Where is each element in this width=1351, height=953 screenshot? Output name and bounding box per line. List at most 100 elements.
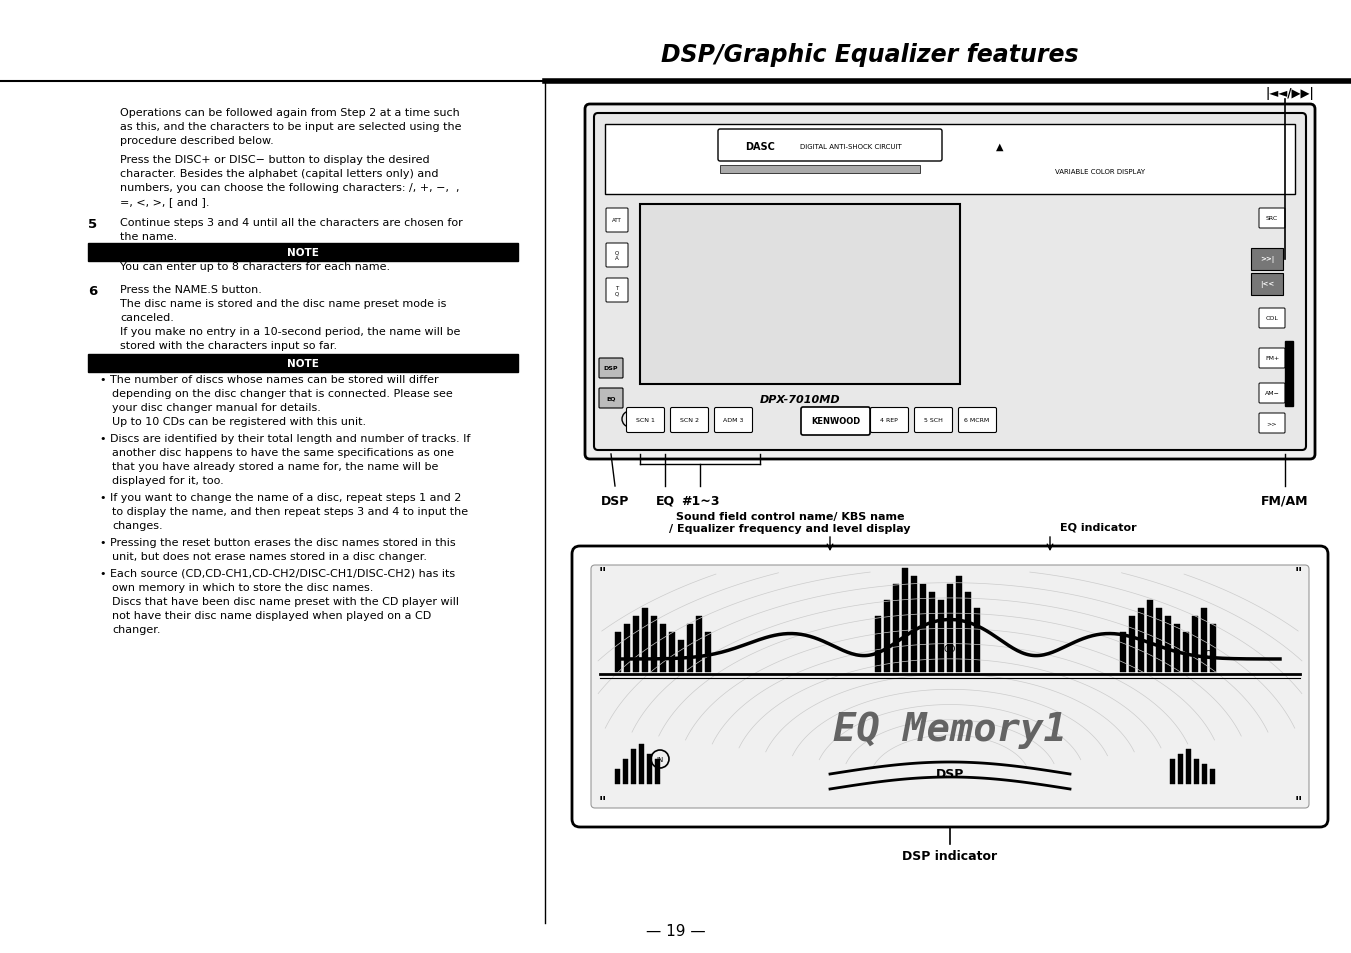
- Text: changer.: changer.: [112, 624, 161, 635]
- Text: Sound field control name/ KBS name: Sound field control name/ KBS name: [676, 512, 904, 521]
- Bar: [669, 633, 676, 672]
- Text: ADM 3: ADM 3: [723, 418, 743, 423]
- Text: your disc changer manual for details.: your disc changer manual for details.: [112, 402, 322, 413]
- Text: FM+: FM+: [1265, 356, 1279, 361]
- Bar: [615, 769, 620, 784]
- Bar: [929, 593, 935, 672]
- Bar: [938, 600, 944, 672]
- FancyBboxPatch shape: [801, 408, 870, 436]
- Text: DIGITAL ANTI-SHOCK CIRCUIT: DIGITAL ANTI-SHOCK CIRCUIT: [800, 144, 901, 150]
- Text: SRC: SRC: [1266, 216, 1278, 221]
- Text: EQ: EQ: [607, 396, 616, 401]
- Bar: [623, 760, 628, 784]
- Text: • If you want to change the name of a disc, repeat steps 1 and 2: • If you want to change the name of a di…: [100, 493, 462, 502]
- Bar: [661, 624, 666, 672]
- FancyBboxPatch shape: [594, 113, 1306, 451]
- Text: as this, and the characters to be input are selected using the: as this, and the characters to be input …: [120, 122, 462, 132]
- Text: 5: 5: [88, 218, 97, 231]
- Bar: [655, 760, 661, 784]
- Bar: [642, 608, 648, 672]
- Text: 6: 6: [88, 285, 97, 297]
- Bar: [965, 593, 971, 672]
- Text: • Each source (CD,CD-CH1,CD-CH2/DISC-CH1/DISC-CH2) has its: • Each source (CD,CD-CH1,CD-CH2/DISC-CH1…: [100, 568, 455, 578]
- Bar: [647, 754, 653, 784]
- Text: DSP/Graphic Equalizer features: DSP/Graphic Equalizer features: [661, 43, 1079, 67]
- Text: canceled.: canceled.: [120, 313, 174, 323]
- Text: ": ": [598, 794, 605, 808]
- Text: procedure described below.: procedure described below.: [120, 136, 274, 146]
- Text: IN: IN: [657, 757, 663, 762]
- Bar: [605, 125, 1296, 194]
- Text: that you have already stored a name for, the name will be: that you have already stored a name for,…: [112, 461, 438, 472]
- Bar: [640, 205, 961, 385]
- Bar: [884, 600, 890, 672]
- Text: EQ indicator: EQ indicator: [1061, 522, 1136, 533]
- Text: >>: >>: [1267, 421, 1277, 426]
- Text: AM−: AM−: [1265, 391, 1279, 396]
- Text: CD: CD: [944, 645, 957, 654]
- Text: displayed for it, too.: displayed for it, too.: [112, 476, 224, 485]
- Text: COL: COL: [1266, 316, 1278, 321]
- Text: 6 MCRM: 6 MCRM: [965, 418, 990, 423]
- FancyBboxPatch shape: [590, 565, 1309, 808]
- Text: SCN 1: SCN 1: [635, 418, 654, 423]
- Bar: [911, 577, 917, 672]
- Bar: [1120, 633, 1125, 672]
- FancyBboxPatch shape: [958, 408, 997, 433]
- Bar: [920, 584, 925, 672]
- Text: • Pressing the reset button erases the disc names stored in this: • Pressing the reset button erases the d…: [100, 537, 455, 547]
- Bar: [678, 640, 684, 672]
- Bar: [1147, 600, 1152, 672]
- Text: EQ: EQ: [1200, 650, 1212, 659]
- FancyBboxPatch shape: [1251, 274, 1283, 295]
- Text: numbers, you can choose the following characters: /, +, −,  ,: numbers, you can choose the following ch…: [120, 183, 459, 193]
- Text: Press the NAME.S button.: Press the NAME.S button.: [120, 285, 262, 294]
- Bar: [624, 624, 630, 672]
- Text: not have their disc name displayed when played on a CD: not have their disc name displayed when …: [112, 610, 431, 620]
- Text: Operations can be followed again from Step 2 at a time such: Operations can be followed again from St…: [120, 108, 459, 118]
- FancyBboxPatch shape: [598, 358, 623, 378]
- FancyBboxPatch shape: [717, 130, 942, 162]
- FancyBboxPatch shape: [571, 546, 1328, 827]
- Text: • Discs are identified by their total length and number of tracks. If: • Discs are identified by their total le…: [100, 434, 470, 443]
- Bar: [639, 744, 644, 784]
- FancyBboxPatch shape: [1259, 309, 1285, 329]
- Bar: [688, 624, 693, 672]
- Bar: [1201, 608, 1206, 672]
- Text: / Equalizer frequency and level display: / Equalizer frequency and level display: [669, 523, 911, 534]
- Bar: [1129, 617, 1135, 672]
- FancyBboxPatch shape: [1259, 349, 1285, 369]
- Bar: [957, 577, 962, 672]
- Text: DSP: DSP: [936, 768, 965, 781]
- Bar: [1178, 754, 1183, 784]
- Text: DASC: DASC: [744, 142, 775, 152]
- Bar: [1210, 624, 1216, 672]
- Text: another disc happens to have the same specifications as one: another disc happens to have the same sp…: [112, 448, 454, 457]
- Bar: [631, 749, 636, 784]
- Text: =, <, >, [ and ].: =, <, >, [ and ].: [120, 196, 209, 207]
- FancyBboxPatch shape: [607, 244, 628, 268]
- Bar: [1285, 341, 1293, 407]
- Bar: [1174, 624, 1179, 672]
- Bar: [1192, 617, 1198, 672]
- Text: ": ": [1294, 794, 1301, 808]
- Bar: [1165, 617, 1171, 672]
- FancyBboxPatch shape: [870, 408, 908, 433]
- Text: SCN 2: SCN 2: [680, 418, 698, 423]
- Text: #1~3: #1~3: [681, 495, 719, 507]
- Text: Continue steps 3 and 4 until all the characters are chosen for: Continue steps 3 and 4 until all the cha…: [120, 218, 463, 228]
- Bar: [1202, 764, 1206, 784]
- Bar: [88, 355, 517, 373]
- Bar: [974, 608, 979, 672]
- Text: the name.: the name.: [120, 232, 177, 242]
- Bar: [651, 617, 657, 672]
- Text: KENWOOD: KENWOOD: [812, 417, 861, 426]
- FancyBboxPatch shape: [627, 408, 665, 433]
- Text: DSP: DSP: [604, 366, 619, 371]
- Text: The disc name is stored and the disc name preset mode is: The disc name is stored and the disc nam…: [120, 298, 446, 309]
- Text: stored with the characters input so far.: stored with the characters input so far.: [120, 340, 338, 351]
- Text: 4 REP: 4 REP: [880, 418, 898, 423]
- Text: • The number of discs whose names can be stored will differ: • The number of discs whose names can be…: [100, 375, 439, 385]
- Text: Press the DISC+ or DISC− button to display the desired: Press the DISC+ or DISC− button to displ…: [120, 154, 430, 165]
- Bar: [615, 633, 621, 672]
